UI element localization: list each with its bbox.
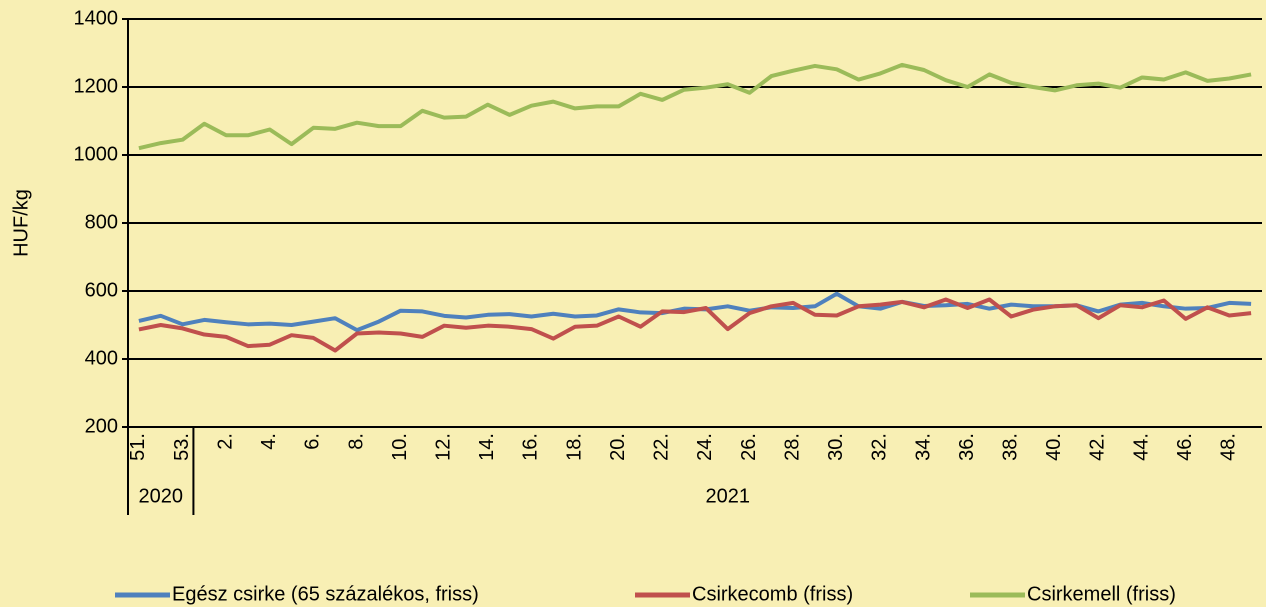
x-tick-label: 51. <box>127 433 149 461</box>
y-tick-label: 1400 <box>74 7 119 29</box>
y-tick-label: 600 <box>85 279 118 301</box>
x-tick-label: 14. <box>476 433 498 461</box>
x-tick-label: 16. <box>520 433 542 461</box>
x-tick-label: 24. <box>694 433 716 461</box>
x-tick-label: 38. <box>999 433 1021 461</box>
x-tick-label: 46. <box>1174 433 1196 461</box>
series-line <box>138 62 1252 151</box>
x-tick-label: 30. <box>825 433 847 461</box>
y-tick-label: 800 <box>85 211 118 233</box>
x-tick-label: 4. <box>258 433 280 450</box>
x-tick-label: 34. <box>912 433 934 461</box>
legend-label: Egész csirke (65 százalékos, friss) <box>172 583 479 605</box>
x-tick-label: 2. <box>214 433 236 450</box>
y-axis-label: HUF/kg <box>10 189 32 257</box>
x-group-label: 2020 <box>138 485 183 507</box>
y-tick-label: 1200 <box>74 75 119 97</box>
x-tick-label: 40. <box>1043 433 1065 461</box>
x-tick-label: 22. <box>651 433 673 461</box>
x-tick-label: 44. <box>1130 433 1152 461</box>
x-tick-label: 20. <box>607 433 629 461</box>
x-tick-label: 12. <box>432 433 454 461</box>
legend-label: Csirkemell (friss) <box>1027 583 1176 605</box>
x-tick-label: 6. <box>302 433 324 450</box>
x-tick-label: 36. <box>956 433 978 461</box>
x-tick-label: 8. <box>345 433 367 450</box>
x-tick-label: 53. <box>171 433 193 461</box>
series-line <box>138 297 1252 353</box>
x-tick-label: 32. <box>869 433 891 461</box>
x-tick-label: 26. <box>738 433 760 461</box>
x-tick-label: 18. <box>563 433 585 461</box>
x-tick-label: 10. <box>389 433 411 461</box>
y-tick-label: 400 <box>85 347 118 369</box>
x-tick-label: 28. <box>781 433 803 461</box>
legend-label: Csirkecomb (friss) <box>692 583 853 605</box>
x-group-label: 2021 <box>705 485 750 507</box>
y-tick-label: 1000 <box>74 143 119 165</box>
y-tick-label: 200 <box>85 415 118 437</box>
x-tick-label: 48. <box>1218 433 1240 461</box>
x-tick-label: 42. <box>1087 433 1109 461</box>
